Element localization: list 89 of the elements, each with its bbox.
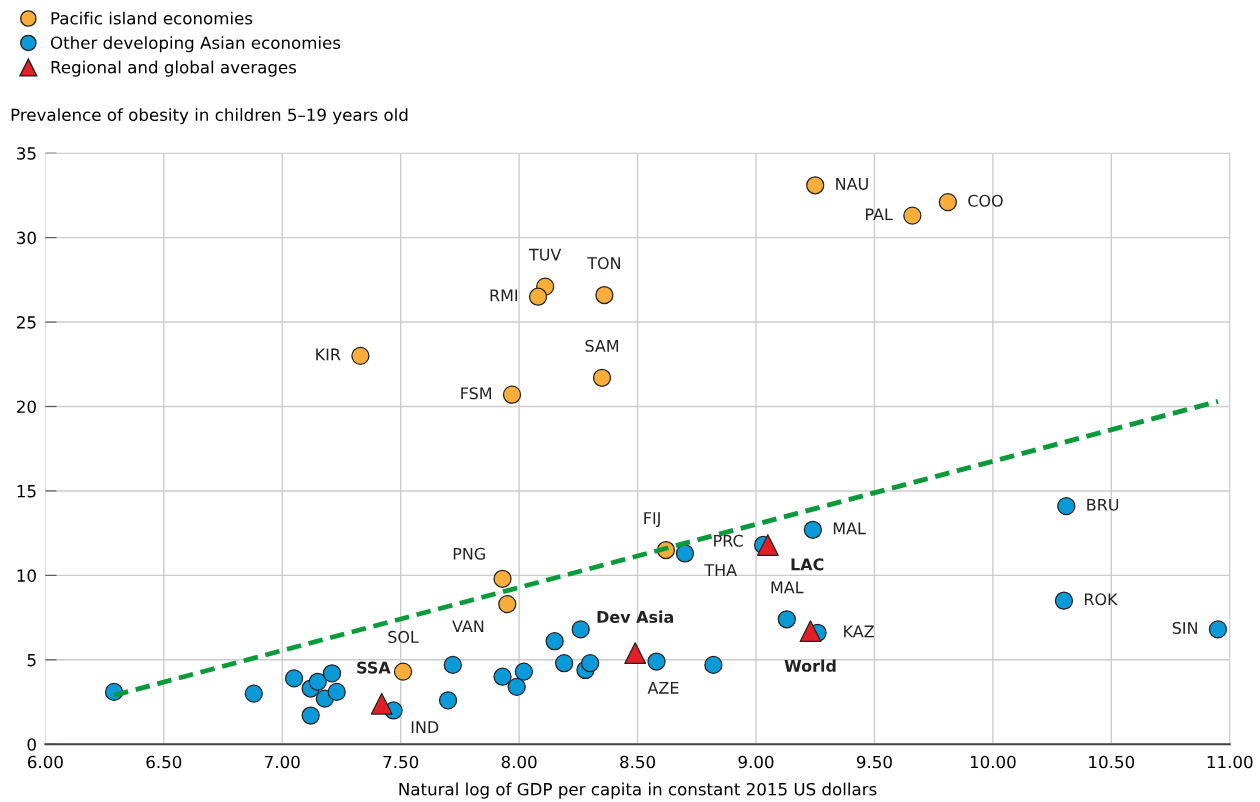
annotation: IND	[411, 721, 439, 733]
point	[675, 544, 695, 563]
annotation: FIJ	[644, 512, 660, 528]
point	[799, 620, 822, 643]
point	[1208, 620, 1228, 639]
point	[938, 193, 958, 212]
point	[507, 677, 526, 696]
point	[514, 662, 533, 681]
annotation: KAZ	[844, 625, 874, 638]
point	[803, 520, 822, 539]
annotation: KIR	[316, 348, 341, 361]
x-tick-label: 6.50	[146, 755, 182, 769]
point	[438, 691, 458, 710]
legend-label: Pacific island economies	[51, 11, 253, 25]
y-tick-label: 15	[17, 485, 36, 498]
x-tick-label: 8.50	[620, 755, 656, 769]
y-tick-label: 0	[27, 738, 36, 751]
annotation: LAC	[791, 558, 824, 571]
x-tick-label: 9.00	[738, 755, 774, 769]
point	[502, 385, 522, 404]
point	[493, 667, 512, 686]
x-tick-label: 10.00	[970, 755, 1016, 769]
x-tick-label: 7.00	[265, 755, 300, 769]
point	[777, 610, 796, 629]
annotation: TUV	[528, 248, 562, 261]
point	[756, 534, 779, 556]
y-tick-label: 5	[27, 654, 36, 667]
annotation: MAL	[771, 581, 804, 594]
point	[370, 692, 393, 715]
annotation: FSM	[461, 387, 492, 400]
y-tick-label: 20	[17, 400, 36, 414]
annotation: TON	[587, 257, 620, 270]
legend-label: Other developing Asian economies	[50, 36, 341, 53]
annotation: PRC	[714, 534, 743, 547]
annotation: SSA	[357, 661, 391, 674]
point	[595, 285, 614, 305]
y-tick-label: 30	[17, 231, 36, 245]
annotation: RMI	[490, 289, 518, 302]
annotation: Dev Asia	[597, 610, 674, 623]
point	[498, 594, 517, 614]
point	[244, 684, 263, 703]
point	[528, 287, 548, 306]
point	[1054, 591, 1074, 610]
point	[704, 655, 723, 675]
point	[493, 569, 512, 588]
point	[443, 655, 462, 675]
legend-label: Regional and global averages	[51, 60, 297, 77]
point	[1057, 497, 1076, 516]
point	[571, 620, 590, 639]
y-tick-label: 10	[17, 569, 36, 582]
point	[592, 368, 612, 387]
point	[903, 206, 922, 225]
x-tick-label: 7.50	[383, 755, 419, 769]
x-tick-label: 11.00	[1207, 755, 1253, 769]
annotation: NAU	[836, 178, 868, 190]
annotation: VAN	[452, 620, 484, 633]
annotation: SIN	[1172, 621, 1197, 635]
point	[545, 632, 564, 651]
point	[327, 682, 346, 702]
point	[308, 672, 327, 691]
point	[554, 654, 574, 673]
point	[624, 642, 647, 664]
point	[322, 664, 342, 683]
annotation: COO	[968, 194, 1003, 207]
point	[301, 706, 320, 725]
point	[581, 654, 600, 673]
y-tick-label: 25	[17, 316, 36, 329]
annotation: SOL	[388, 630, 419, 643]
y-axis-title: Prevalence of obesity in children 5–19 years old	[11, 108, 408, 125]
annotation: SAM	[585, 339, 619, 352]
x-tick-label: 8.00	[501, 755, 537, 769]
annotation: World	[784, 659, 836, 672]
point	[351, 346, 370, 365]
point	[284, 669, 304, 688]
x-tick-label: 10.50	[1089, 755, 1135, 769]
y-tick-label: 35	[17, 147, 36, 160]
annotation: PAL	[866, 208, 893, 221]
point	[806, 176, 825, 195]
annotation: MAL	[833, 522, 866, 535]
annotation: PNG	[453, 547, 485, 560]
annotation: BRU	[1087, 498, 1119, 511]
annotation: ROK	[1084, 593, 1118, 606]
point	[393, 662, 413, 681]
annotation: AZE	[647, 682, 679, 694]
annotation: THA	[704, 564, 737, 576]
x-tick-label: 9.50	[856, 755, 892, 769]
x-tick-label: 6.00	[27, 755, 63, 769]
x-axis-title: Natural log of GDP per capita in constant 2015 US dollars	[399, 782, 877, 799]
point	[647, 652, 666, 671]
